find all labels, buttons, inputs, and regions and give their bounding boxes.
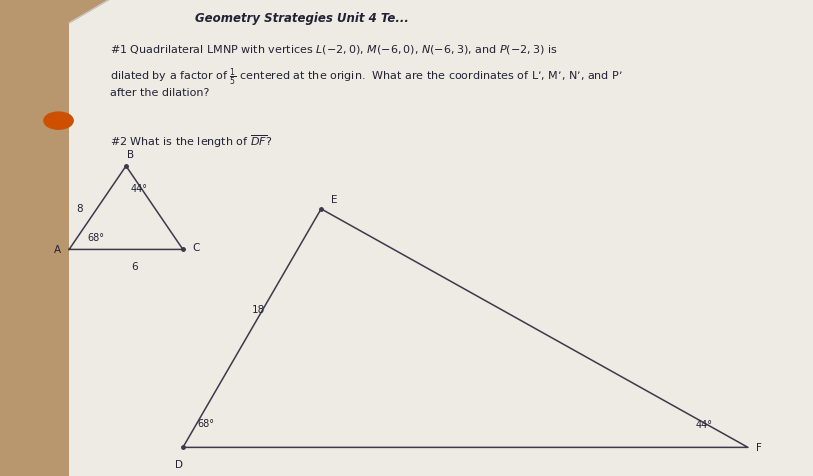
Text: B: B bbox=[127, 149, 133, 159]
Text: #2 What is the length of $\overline{DF}$?: #2 What is the length of $\overline{DF}$… bbox=[110, 133, 272, 150]
Circle shape bbox=[44, 113, 73, 130]
Text: C: C bbox=[193, 243, 200, 252]
Text: 68°: 68° bbox=[198, 418, 215, 428]
Text: after the dilation?: after the dilation? bbox=[110, 88, 209, 98]
Text: Geometry Strategies Unit 4 Te...: Geometry Strategies Unit 4 Te... bbox=[195, 12, 409, 25]
Text: D: D bbox=[175, 459, 183, 469]
Text: E: E bbox=[331, 195, 337, 205]
Text: #1 Quadrilateral LMNP with vertices $L(-2, 0)$, $M(-6, 0)$, $N(-6, 3)$, and $P(-: #1 Quadrilateral LMNP with vertices $L(-… bbox=[110, 43, 557, 56]
Text: 18: 18 bbox=[252, 305, 265, 314]
FancyBboxPatch shape bbox=[69, 0, 813, 476]
Text: 68°: 68° bbox=[87, 233, 104, 243]
Text: 44°: 44° bbox=[131, 183, 148, 193]
Text: F: F bbox=[756, 443, 762, 452]
Text: 8: 8 bbox=[76, 203, 83, 213]
Text: dilated by a factor of $\frac{1}{5}$ centered at the origin.  What are the coord: dilated by a factor of $\frac{1}{5}$ cen… bbox=[110, 67, 623, 88]
Text: A: A bbox=[54, 245, 61, 255]
Text: 6: 6 bbox=[131, 262, 137, 272]
Text: 44°: 44° bbox=[695, 419, 712, 429]
Polygon shape bbox=[69, 0, 110, 24]
